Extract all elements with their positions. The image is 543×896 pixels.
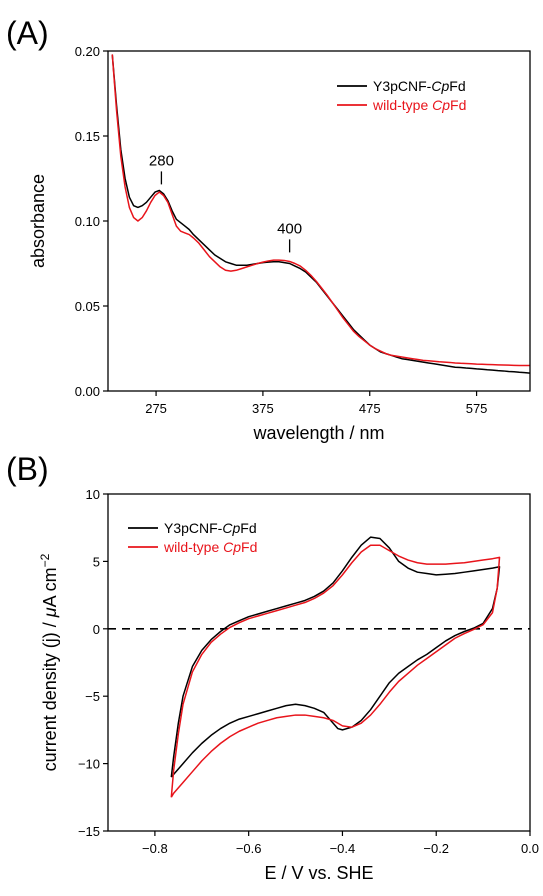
panel-a-plot-frame [107, 50, 531, 392]
panel-a-x-tick-label: 575 [466, 401, 488, 416]
panel-b-y-tick-label: −15 [78, 824, 100, 839]
panel-b-y-tick-label: −10 [78, 757, 100, 772]
panel-b-legend-label: wild-type CpFd [163, 539, 257, 555]
panel-b-label: (B) [6, 451, 49, 487]
panel-a-legend-label: wild-type CpFd [372, 97, 466, 113]
panel-a-y-axis-label: absorbance [28, 174, 48, 268]
panel-a-annotation-label: 400 [277, 220, 302, 237]
panel-a-x-tick-label: 375 [252, 401, 274, 416]
panel-b-plot-frame [107, 493, 531, 832]
panel-b: (B) −0.8 −0.6 −0.4 −0.2 0.0 −15 −10 −5 0 5 10 E / V… [6, 451, 539, 883]
panel-b-legend: Y3pCNF-CpFd wild-type CpFd [128, 520, 257, 555]
panel-a-legend: Y3pCNF-CpFd wild-type CpFd [337, 78, 466, 113]
panel-b-y-tick-label: −5 [85, 689, 100, 704]
panel-a-y-tick-label: 0.20 [75, 44, 100, 59]
panel-a-series-line-wild-type [111, 54, 530, 367]
panel-a-y-tick-label: 0.00 [75, 384, 100, 399]
panel-b-x-tick-label: −0.4 [330, 841, 356, 856]
panel-b-x-tick-label: −0.2 [423, 841, 449, 856]
panel-a-x-tick-label: 275 [145, 401, 167, 416]
panel-b-y-tick-label: 0 [93, 622, 100, 637]
panel-b-y-tick-label: 10 [86, 487, 100, 502]
panel-b-x-tick-label: −0.8 [142, 841, 168, 856]
panel-a-y-tick-label: 0.05 [75, 299, 100, 314]
panel-a-annotation-label: 280 [149, 152, 174, 169]
panel-a-y-tick-label: 0.10 [75, 214, 100, 229]
panel-a-y-tick-label: 0.15 [75, 129, 100, 144]
panel-b-y-tick-label: 5 [93, 554, 100, 569]
panel-a-x-axis-label: wavelength / nm [252, 423, 384, 443]
panel-b-legend-label: Y3pCNF-CpFd [164, 520, 257, 536]
panel-b-x-axis-label: E / V vs. SHE [264, 863, 373, 883]
panel-b-series-line-wild-type [170, 544, 501, 798]
panel-a-series-line-y3pcnf [111, 54, 530, 374]
panel-a-x-tick-label: 475 [359, 401, 381, 416]
panel-a-label: (A) [6, 15, 49, 51]
panel-b-series-line-y3pcnf [170, 536, 501, 778]
panel-b-y-axis-label: current density (j) / μA cm−2 [38, 553, 60, 771]
panel-a: (A) 275 375 475 575 0.00 0.05 0.10 0.15 0.20 wave… [6, 15, 531, 443]
panel-b-x-tick-label: 0.0 [521, 841, 539, 856]
panel-b-x-tick-label: −0.6 [236, 841, 262, 856]
panel-a-legend-label: Y3pCNF-CpFd [373, 78, 466, 94]
